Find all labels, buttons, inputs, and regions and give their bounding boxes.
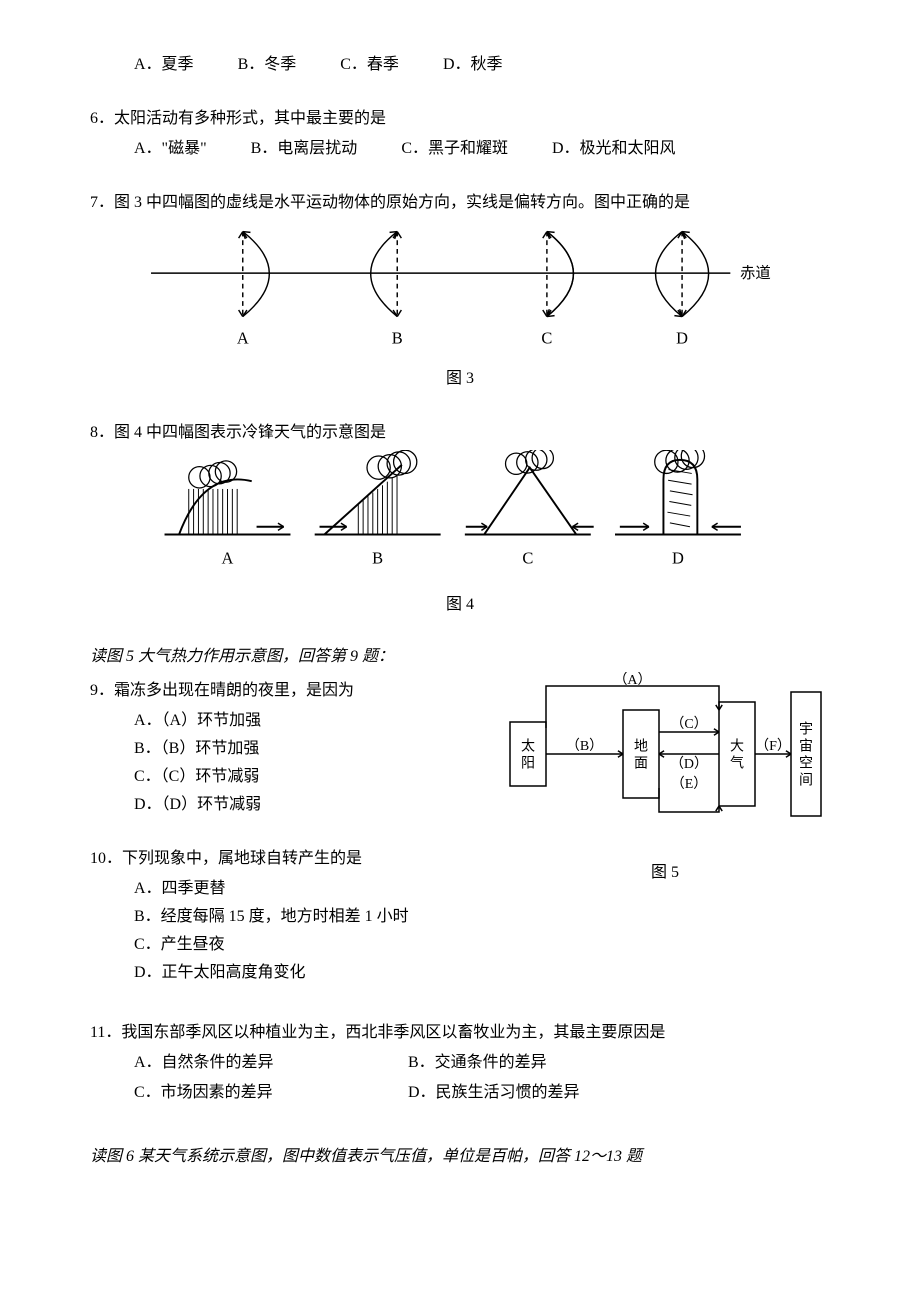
svg-text:（F）: （F）	[755, 738, 791, 754]
q8: 8．图 4 中四幅图表示冷锋天气的示意图是 A B C D 图 4	[90, 418, 830, 614]
svg-text:C: C	[522, 549, 533, 568]
figure-5: 太阳 地面 大气 宇宙空间 （A） （B） （C） （D） （E） （F） 图 5	[500, 672, 830, 988]
svg-text:宇: 宇	[799, 722, 813, 738]
exam-page: A．夏季 B．冬季 C．春季 D．秋季 6．太阳活动有多种形式，其中最主要的是 …	[0, 0, 920, 1212]
svg-text:C: C	[541, 329, 552, 348]
q11-opt-A: A．自然条件的差异	[134, 1048, 364, 1072]
q10-stem: 10．下列现象中，属地球自转产生的是	[90, 844, 480, 868]
svg-text:B: B	[372, 549, 383, 568]
q11-opt-D: D．民族生活习惯的差异	[408, 1078, 580, 1102]
q6-opt-D: D．极光和太阳风	[552, 134, 676, 158]
svg-text:面: 面	[634, 757, 648, 772]
svg-text:宙: 宙	[799, 739, 813, 755]
q12-intro: 读图 6 某天气系统示意图，图中数值表示气压值，单位是百帕，回答 12～13 题	[90, 1142, 830, 1166]
figure-3: 赤道 A B C D 图 3	[90, 220, 830, 388]
q5-opt-D: D．秋季	[443, 50, 503, 74]
q9-opt-C: C．（C）环节减弱	[90, 762, 480, 786]
q5-options: A．夏季 B．冬季 C．春季 D．秋季	[90, 50, 830, 74]
q10-opt-D: D．正午太阳高度角变化	[90, 958, 480, 982]
q6-opt-B: B．电离层扰动	[251, 134, 358, 158]
q10: 10．下列现象中，属地球自转产生的是 A．四季更替 B．经度每隔 15 度，地方…	[90, 844, 480, 982]
q10-opt-B: B．经度每隔 15 度，地方时相差 1 小时	[90, 902, 480, 926]
q7: 7．图 3 中四幅图的虚线是水平运动物体的原始方向，实线是偏转方向。图中正确的是…	[90, 188, 830, 388]
svg-text:D: D	[676, 329, 688, 348]
svg-text:空: 空	[799, 756, 813, 772]
q7-stem: 7．图 3 中四幅图的虚线是水平运动物体的原始方向，实线是偏转方向。图中正确的是	[90, 188, 830, 212]
svg-text:（A）: （A）	[613, 672, 651, 688]
q6: 6．太阳活动有多种形式，其中最主要的是 A．"磁暴" B．电离层扰动 C．黑子和…	[90, 104, 830, 158]
svg-text:太: 太	[521, 739, 535, 755]
svg-text:赤道: 赤道	[740, 264, 771, 282]
q11-stem: 11．我国东部季风区以种植业为主，西北非季风区以畜牧业为主，其最主要原因是	[90, 1018, 830, 1042]
figure-5-svg: 太阳 地面 大气 宇宙空间 （A） （B） （C） （D） （E） （F）	[505, 672, 825, 832]
q5-opt-C: C．春季	[340, 50, 399, 74]
q9-stem: 9．霜冻多出现在晴朗的夜里，是因为	[90, 676, 480, 700]
q9-opt-A: A．（A）环节加强	[90, 706, 480, 730]
figure-5-caption: 图 5	[500, 858, 830, 882]
figure-3-caption: 图 3	[90, 364, 830, 388]
q10-opt-A: A．四季更替	[90, 874, 480, 898]
q9-opt-D: D．（D）环节减弱	[90, 790, 480, 814]
svg-text:（C）: （C）	[670, 716, 707, 732]
q6-stem: 6．太阳活动有多种形式，其中最主要的是	[90, 104, 830, 128]
svg-text:大: 大	[730, 739, 744, 755]
q11: 11．我国东部季风区以种植业为主，西北非季风区以畜牧业为主，其最主要原因是 A．…	[90, 1018, 830, 1102]
figure-4-caption: 图 4	[90, 590, 830, 614]
q11-opt-C: C．市场因素的差异	[134, 1078, 364, 1102]
q6-opt-A: A．"磁暴"	[134, 134, 207, 158]
svg-text:A: A	[222, 549, 234, 568]
q5-opt-B: B．冬季	[238, 50, 297, 74]
q5-opt-A: A．夏季	[134, 50, 194, 74]
q9-q10-block: 9．霜冻多出现在晴朗的夜里，是因为 A．（A）环节加强 B．（B）环节加强 C．…	[90, 672, 830, 988]
q9-opt-B: B．（B）环节加强	[90, 734, 480, 758]
svg-text:A: A	[237, 329, 249, 348]
figure-4-svg: A B C D	[150, 450, 770, 586]
figure-3-svg: 赤道 A B C D	[130, 220, 790, 360]
svg-text:间: 间	[799, 773, 813, 789]
q6-opt-C: C．黑子和耀斑	[401, 134, 508, 158]
svg-text:（E）: （E）	[671, 776, 708, 792]
q9-intro: 读图 5 大气热力作用示意图，回答第 9 题：	[90, 642, 830, 666]
q10-opt-C: C．产生昼夜	[90, 930, 480, 954]
svg-text:阳: 阳	[521, 756, 535, 772]
svg-text:D: D	[672, 549, 684, 568]
svg-text:气: 气	[730, 756, 744, 772]
figure-4: A B C D 图 4	[90, 450, 830, 614]
q11-opt-B: B．交通条件的差异	[408, 1048, 547, 1072]
svg-text:地: 地	[634, 739, 648, 755]
svg-text:（D）: （D）	[670, 756, 708, 772]
svg-text:B: B	[392, 329, 403, 348]
q8-stem: 8．图 4 中四幅图表示冷锋天气的示意图是	[90, 418, 830, 442]
svg-text:（B）: （B）	[566, 738, 603, 754]
